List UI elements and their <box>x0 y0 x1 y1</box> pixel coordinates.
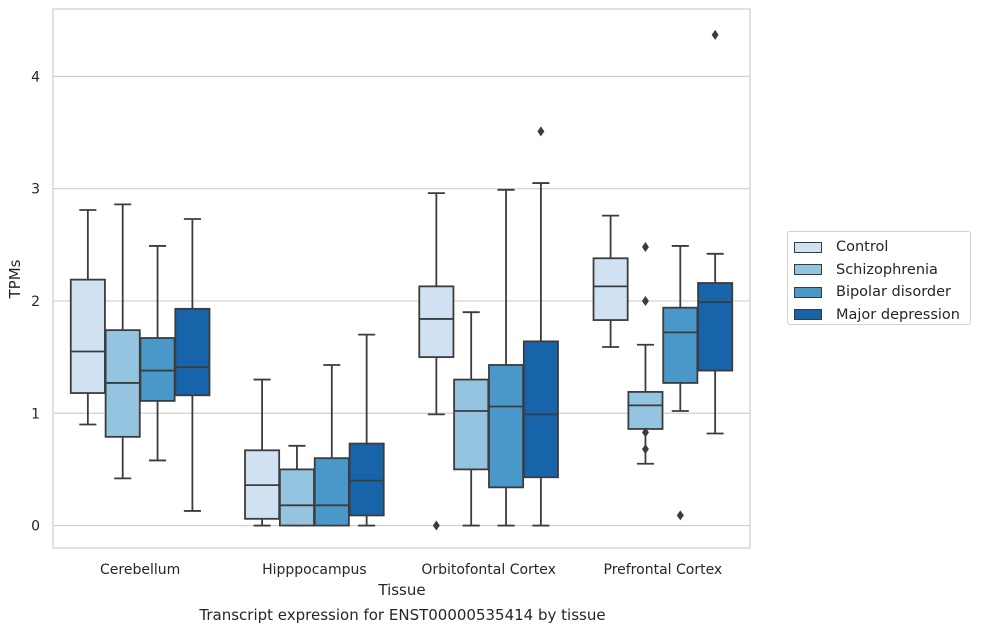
legend: Control Schizophrenia Bipolar disorder Majo… <box>787 231 971 325</box>
legend-label: Bipolar disorder <box>836 284 951 301</box>
chart-caption: Transcript expression for ENST0000053541… <box>199 606 606 624</box>
box-3-0 <box>174 218 211 512</box>
legend-label: Control <box>836 239 889 256</box>
legend-label: Major depression <box>836 306 960 323</box>
outlier-marker <box>641 444 649 455</box>
box-1-1 <box>278 444 315 527</box>
legend-label: Schizophrenia <box>836 261 938 278</box>
box-iqr <box>592 257 629 321</box>
plot-area <box>52 8 751 549</box>
box-iqr <box>139 337 176 402</box>
outlier-marker <box>641 295 649 306</box>
box-1-2 <box>453 311 490 527</box>
box-0-1 <box>244 378 281 527</box>
x-tick-label: Cerebellum <box>100 562 180 578</box>
box-iqr <box>348 442 385 517</box>
legend-item: Major depression <box>794 304 970 327</box>
box-2-2 <box>488 188 525 527</box>
box-3-3 <box>697 29 734 435</box>
box-0-3 <box>592 214 629 348</box>
legend-item: Bipolar disorder <box>794 281 970 304</box>
box-3-2 <box>522 126 559 527</box>
legend-swatch <box>794 264 822 276</box>
box-0-2 <box>418 192 455 531</box>
y-axis-label: TPMs <box>6 259 24 299</box>
outlier-marker <box>676 510 684 521</box>
legend-swatch <box>794 286 822 298</box>
box-2-3 <box>662 245 699 521</box>
x-axis-label: Tissue <box>377 581 425 599</box>
y-tick-label: 0 <box>31 519 40 535</box>
box-3-1 <box>348 333 385 527</box>
box-iqr <box>662 306 699 384</box>
x-tick-labels: Cerebellum Hipppocampus Orbitofontal Corte… <box>100 562 722 578</box>
box-1-3 <box>627 242 664 465</box>
box-iqr <box>174 307 211 397</box>
box-iqr <box>522 340 559 479</box>
legend-item: Schizophrenia <box>794 259 970 282</box>
x-tick-label: Orbitofontal Cortex <box>421 562 556 578</box>
outlier-marker <box>641 427 649 438</box>
outlier-marker <box>537 126 545 137</box>
outlier-marker <box>641 242 649 253</box>
box-iqr <box>69 278 106 394</box>
y-tick-label: 2 <box>31 294 40 310</box>
box-2-1 <box>313 364 350 527</box>
boxes <box>69 29 734 531</box>
box-iqr <box>488 364 525 489</box>
outlier-marker <box>432 520 440 531</box>
y-tick-label: 3 <box>31 182 40 198</box>
box-0-0 <box>69 209 106 426</box>
box-iqr <box>697 282 734 372</box>
box-iqr <box>453 378 490 471</box>
box-iqr <box>313 457 350 527</box>
box-iqr <box>418 285 455 359</box>
y-tick-label: 1 <box>31 406 40 422</box>
y-tick-labels: 0 1 2 3 4 <box>31 69 40 534</box>
legend-item: Control <box>794 236 970 259</box>
legend-swatch <box>794 241 822 253</box>
outlier-marker <box>711 29 719 40</box>
y-tick-label: 4 <box>31 69 40 85</box>
x-tick-label: Prefrontal Cortex <box>604 562 723 578</box>
box-iqr <box>627 391 664 430</box>
legend-swatch <box>794 309 822 321</box>
box-iqr <box>278 468 315 527</box>
x-tick-label: Hipppocampus <box>262 562 367 578</box>
